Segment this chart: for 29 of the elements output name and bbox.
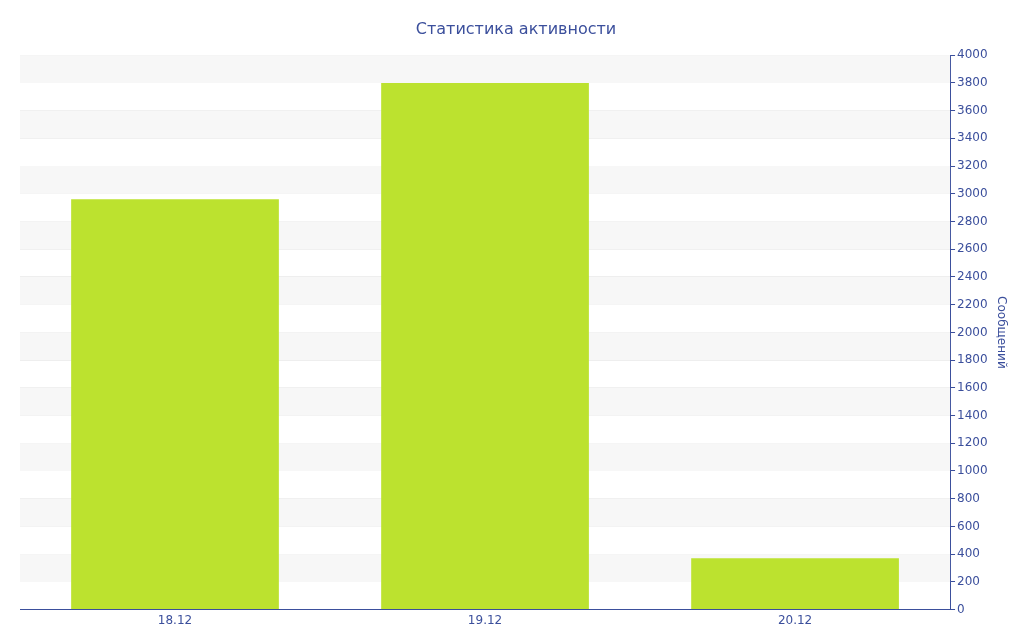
bar (71, 199, 279, 610)
y-tick-label: 3800 (957, 75, 988, 90)
y-tick-label: 1800 (957, 352, 988, 367)
y-tick-label: 2400 (957, 269, 988, 284)
y-tick-label: 400 (957, 546, 980, 561)
y-tick-label: 3400 (957, 130, 988, 145)
y-tick-label: 3600 (957, 102, 988, 117)
y-tick-label: 1600 (957, 379, 988, 394)
y-tick-label: 2000 (957, 324, 988, 339)
bar (691, 558, 899, 610)
chart-title: Статистика активности (415, 18, 617, 38)
y-tick-label: 1000 (957, 463, 988, 478)
x-tick-label: 18.12 (157, 612, 193, 627)
y-tick-label: 1200 (957, 435, 988, 450)
bar (381, 82, 589, 610)
y-tick-label: 1400 (957, 407, 988, 422)
x-tick-label: 19.12 (467, 612, 503, 627)
x-tick-label: 20.12 (777, 612, 813, 627)
y-axis-title: Сообщений (994, 296, 1009, 369)
y-tick-label: 4000 (957, 47, 988, 62)
y-tick-label: 2200 (957, 296, 988, 311)
y-tick-label: 600 (957, 518, 980, 533)
y-tick-label: 800 (957, 490, 980, 505)
y-tick-label: 2600 (957, 241, 988, 256)
y-tick-label: 3200 (957, 158, 988, 173)
y-tick-label: 2800 (957, 213, 988, 228)
y-tick-label: 3000 (957, 185, 988, 200)
y-tick-label: 200 (957, 574, 980, 589)
y-tick-label: 0 (957, 601, 965, 616)
